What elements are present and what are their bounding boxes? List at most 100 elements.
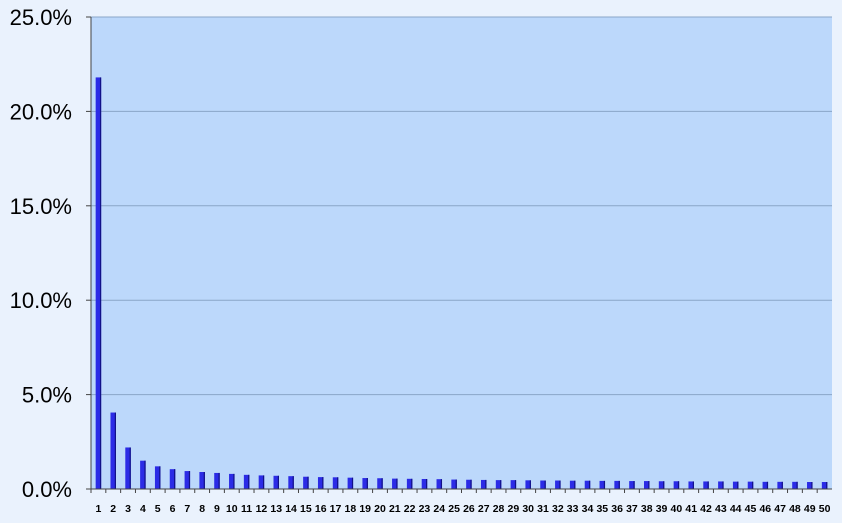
bar-shade-34 xyxy=(589,480,591,489)
bar-26 xyxy=(466,479,472,489)
bar-shade-38 xyxy=(648,481,650,489)
bar-shade-18 xyxy=(351,477,354,489)
bar-shade-46 xyxy=(766,481,769,489)
y-axis: 0.0% 5.0% 10.0% 15.0% 20.0% 25.0% xyxy=(10,5,92,502)
x-tick-label: 1 xyxy=(95,503,101,515)
x-tick-label: 44 xyxy=(730,503,742,515)
x-tick-label: 32 xyxy=(552,503,564,515)
bar-shade-10 xyxy=(233,473,235,489)
bar-shade-11 xyxy=(248,474,250,489)
x-tick-label: 18 xyxy=(345,503,357,515)
bar-9 xyxy=(214,472,220,489)
bar-shade-47 xyxy=(781,481,783,489)
bar-12 xyxy=(258,475,265,489)
bar-shade-25 xyxy=(455,479,457,489)
bar-shade-17 xyxy=(337,477,339,489)
x-tick-label: 40 xyxy=(671,503,683,515)
bar-33 xyxy=(569,480,576,489)
bar-shade-1 xyxy=(99,77,102,489)
x-tick-label: 42 xyxy=(700,503,712,515)
x-tick-label: 7 xyxy=(184,503,190,515)
bar-27 xyxy=(480,479,487,489)
bar-shade-21 xyxy=(396,478,398,489)
x-tick-label: 47 xyxy=(774,503,786,515)
x-tick-label: 27 xyxy=(478,503,490,515)
x-tick-label: 6 xyxy=(170,503,176,515)
bar-shade-4 xyxy=(144,460,146,489)
bar-7 xyxy=(184,471,191,489)
bar-15 xyxy=(303,476,309,489)
bar-6 xyxy=(169,469,176,489)
x-tick-label: 22 xyxy=(404,503,416,515)
bar-29 xyxy=(510,480,517,489)
bars xyxy=(95,77,828,489)
bar-31 xyxy=(540,480,546,489)
bar-shade-19 xyxy=(366,478,368,489)
bar-shade-39 xyxy=(663,481,665,489)
bar-shade-43 xyxy=(722,481,724,489)
bar-shade-6 xyxy=(174,469,176,489)
bar-38 xyxy=(644,481,650,489)
bar-shade-36 xyxy=(618,480,620,489)
x-tick-label: 38 xyxy=(641,503,653,515)
y-tick-label: 25.0% xyxy=(10,5,72,30)
bar-23 xyxy=(421,478,428,489)
bar-shade-12 xyxy=(262,475,265,489)
x-tick-label: 11 xyxy=(241,503,252,515)
bar-shade-7 xyxy=(188,471,191,489)
bar-24 xyxy=(436,479,443,489)
x-tick-label: 50 xyxy=(819,503,831,515)
bar-shade-45 xyxy=(752,481,754,489)
y-tick-label: 5.0% xyxy=(22,383,72,408)
x-tick-label: 43 xyxy=(715,503,727,515)
bar-20 xyxy=(377,478,383,489)
bar-1 xyxy=(95,77,102,489)
bar-30 xyxy=(525,480,531,489)
bar-shade-22 xyxy=(411,478,413,489)
x-tick-label: 10 xyxy=(226,503,238,515)
bar-35 xyxy=(599,480,606,489)
bar-shade-48 xyxy=(796,481,798,489)
x-tick-label: 30 xyxy=(522,503,534,515)
bar-shade-49 xyxy=(811,482,813,489)
x-tick-label: 8 xyxy=(199,503,205,515)
bar-shade-44 xyxy=(737,481,739,489)
bar-40 xyxy=(673,481,680,489)
x-tick-label: 2 xyxy=(110,503,116,515)
x-tick-label: 15 xyxy=(300,503,312,515)
bar-shade-9 xyxy=(218,472,220,489)
bar-shade-24 xyxy=(440,479,443,489)
bar-37 xyxy=(629,481,635,489)
bar-28 xyxy=(495,480,502,489)
gridlines xyxy=(91,16,832,396)
bar-shade-3 xyxy=(129,447,131,489)
bar-43 xyxy=(718,481,724,489)
bar-46 xyxy=(762,481,769,489)
bar-50 xyxy=(821,482,828,489)
x-tick-label: 14 xyxy=(285,503,297,515)
bar-13 xyxy=(273,475,279,489)
bar-2 xyxy=(110,412,116,489)
bar-shade-42 xyxy=(707,481,709,489)
bar-shade-29 xyxy=(514,480,517,489)
bar-shade-32 xyxy=(559,480,561,489)
y-tick-label: 15.0% xyxy=(10,194,72,219)
x-tick-label: 4 xyxy=(140,503,146,515)
x-tick-label: 21 xyxy=(389,503,401,515)
y-tick-label: 20.0% xyxy=(10,99,72,124)
bar-4 xyxy=(140,460,146,489)
bar-shade-26 xyxy=(470,479,472,489)
bar-47 xyxy=(777,481,783,489)
x-tick-label: 23 xyxy=(419,503,431,515)
x-tick-label: 31 xyxy=(537,503,549,515)
x-tick-label: 37 xyxy=(626,503,638,515)
x-tick-label: 39 xyxy=(656,503,668,515)
x-tick-label: 45 xyxy=(745,503,757,515)
bar-shade-35 xyxy=(603,480,606,489)
bar-19 xyxy=(362,478,368,489)
bar-shade-13 xyxy=(277,475,279,489)
bar-shade-16 xyxy=(322,477,324,489)
bar-shade-37 xyxy=(633,481,635,489)
x-tick-label: 33 xyxy=(567,503,579,515)
